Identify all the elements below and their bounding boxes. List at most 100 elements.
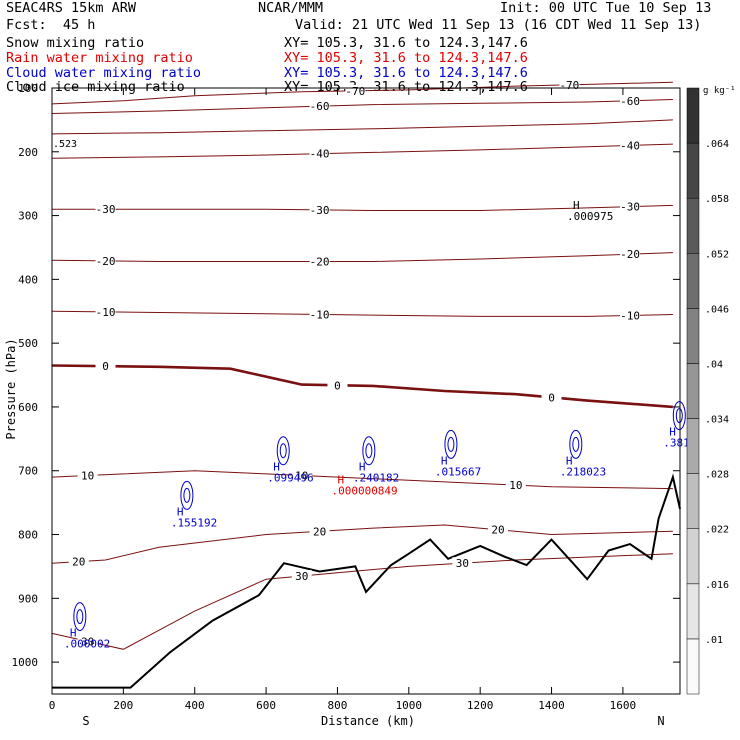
temperature-contour-line [51,470,673,490]
colorbar-segment [686,363,700,419]
colorbar-segment [686,197,700,254]
temperature-contour-label: -30 [310,204,330,217]
temperature-contour-label: 10 [295,470,308,483]
temperature-contour-line [51,553,673,650]
contour-label-bg [95,360,116,372]
x-axis-title: Distance (km) [321,714,415,728]
x-tick-label: 1200 [467,699,494,712]
y-tick-label-partial: 100 [18,82,38,95]
colorbar-tick-label: .052 [705,249,729,260]
cloud-water-max-marker: H [566,454,573,467]
temperature-contours [51,81,673,650]
temperature-contour-label: -30 [620,201,640,214]
temperature-contour-label: -20 [310,256,330,269]
cloud-water-max-value: .155192 [171,516,217,529]
x-tick-label: 0 [49,699,56,712]
cloud-water-contour [444,429,458,459]
contour-label-bg [77,635,98,647]
colorbar-tick-label: .022 [705,525,729,536]
colorbar-segment [686,583,700,640]
temperature-contour-label: 30 [456,557,469,570]
colorbar-tick-label: .064 [705,139,729,150]
colorbar-unit: g kg⁻¹ [703,86,736,96]
temperature-contour-label: -40 [310,148,330,161]
snow-max-value: .000975 [567,210,613,223]
cloud-water-contour [447,436,455,452]
contour-label-bg [505,479,526,491]
colorbar-segment [686,473,700,529]
y-tick-label: 500 [18,337,38,350]
cloud-water-max-marker: H [359,461,366,474]
contour-label-bg [620,200,641,212]
cloud-water-max-value: .099496 [267,472,313,485]
terrain-line [52,473,681,689]
cloud-water-contour [279,443,287,459]
init-time: Init: 00 UTC Tue 10 Sep 13 [500,0,712,16]
temperature-contour-label: -40 [620,139,640,152]
contour-label-bg [309,255,330,267]
cloud-water-max-value: .218023 [560,465,606,478]
contour-label-bg [488,523,509,535]
colorbar-segment [686,308,700,364]
temperature-contour-label: -10 [96,306,116,319]
cloud-water-contour [183,487,191,503]
temperature-contour-label: 30 [295,570,308,583]
temperature-contour-label: -10 [310,308,330,321]
contour-label-bg [291,469,312,481]
temperature-contour-label: -60 [620,95,640,108]
contour-label-bg [309,100,330,112]
left-endpoint-label: S [82,714,89,728]
cloud-water-contour [362,436,376,466]
contour-label-bg [309,308,330,320]
x-tick-label: 1000 [396,699,423,712]
x-tick-label: 600 [256,699,276,712]
contour-label-bg [95,254,116,266]
y-tick-label: 900 [18,592,38,605]
temperature-contour-label: 20 [72,556,85,569]
cloud-water-contour [76,609,84,625]
cloud-water-max-marker: H [441,454,448,467]
cloud-water-contour [73,602,87,632]
y-tick-label: 600 [18,401,38,414]
field-rain-name: Rain water mixing ratio [6,50,193,66]
colorbar-tick-label: .034 [705,415,729,426]
contour-label-bg [452,557,473,569]
y-tick-label: 200 [18,146,38,159]
cloud-water-contour [180,480,194,510]
contour-label-bg [559,78,580,90]
temperature-contour-label: -20 [620,248,640,261]
colorbar-segment [686,418,700,474]
temperature-contour-line [51,310,673,317]
plot-frame [51,87,681,695]
valid-time: Valid: 21 UTC Wed 11 Sep 13 (16 CDT Wed … [295,17,702,33]
contour-label-bg [620,139,641,151]
temperature-contour-line [52,204,673,211]
snow-max-marker: H [573,199,580,212]
contour-label-bg [309,525,330,537]
temperature-contour-line [51,99,673,114]
field-snow-xy: XY= 105.3, 31.6 to 124.3,147.6 [284,35,528,51]
forecast-hour: Fcst: 45 h [6,17,96,33]
chart-axes: 0 200 400 600 800 1000 1200 1400 160020030040050… [12,82,681,712]
edge-contour-label: .523 [53,139,77,150]
temperature-contour-line [51,252,673,262]
cloud-water-max-value: .240182 [353,472,399,485]
y-tick-label: 400 [18,273,38,286]
x-tick-label: 1400 [538,699,565,712]
field-cloudwater-name: Cloud water mixing ratio [6,65,202,81]
contour-label-bg [291,569,312,581]
org-label: NCAR/MMM [258,0,324,16]
cloud-water-contour [572,436,580,452]
field-rain-xy: XY= 105.3, 31.6 to 124.3,147.6 [284,50,528,66]
temperature-contour-label: -20 [96,255,116,268]
y-tick-label: 300 [18,210,38,223]
contour-label-bg [541,391,562,403]
cloud-water-max-value: .015667 [435,465,481,478]
y-tick-label: 800 [18,529,38,542]
temperature-contour-line [51,119,673,135]
cloud-water-contour [365,443,373,459]
contour-label-bg [620,309,641,321]
temperature-contour-label: -70 [345,85,365,98]
temperature-contour-label: 10 [81,470,94,483]
